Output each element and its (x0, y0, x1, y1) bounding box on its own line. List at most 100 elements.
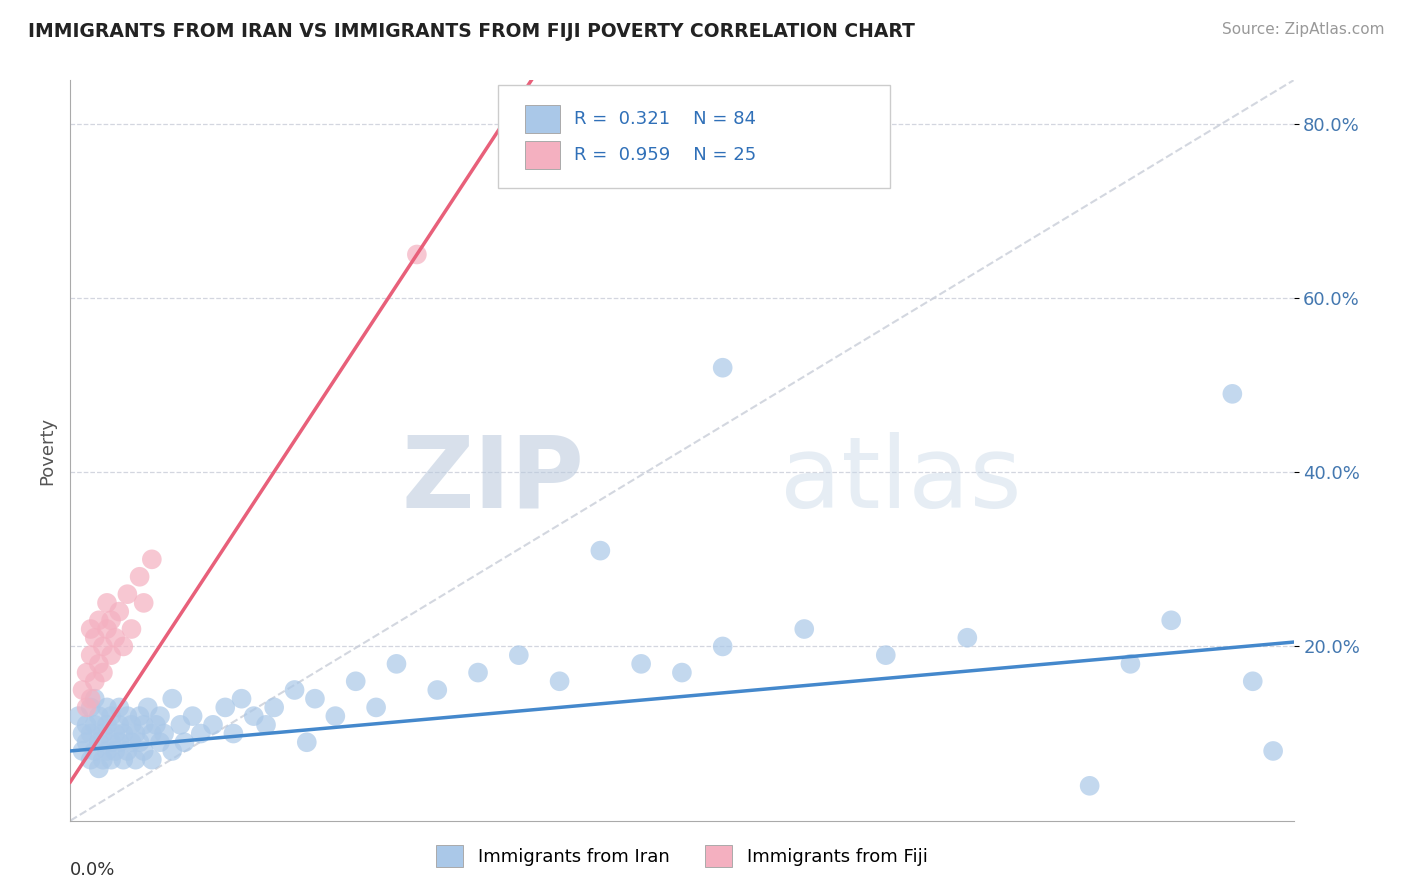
Point (76, 718, 98, 732)
Point (1119, 657, 1142, 671)
Point (243, 709, 266, 723)
Point (108, 700, 131, 714)
Point (96, 596, 118, 610)
Point (385, 657, 408, 671)
Point (169, 718, 191, 732)
Point (83, 691, 105, 706)
Point (141, 726, 163, 740)
Point (100, 613, 122, 627)
Point (100, 709, 122, 723)
Point (711, 360, 734, 375)
Point (202, 718, 225, 732)
Point (141, 753, 163, 767)
Point (108, 735, 131, 749)
Point (87, 735, 110, 749)
Point (793, 622, 815, 636)
Point (117, 744, 139, 758)
Point (222, 726, 245, 740)
Point (121, 622, 143, 636)
Point (121, 735, 143, 749)
Text: 0.0%: 0.0% (70, 862, 115, 880)
Point (100, 648, 122, 662)
Point (117, 587, 139, 601)
Point (108, 605, 131, 619)
Point (1160, 613, 1182, 627)
Point (76, 735, 98, 749)
Text: atlas: atlas (780, 432, 1021, 529)
Point (1241, 674, 1264, 689)
Point (72, 744, 94, 758)
Y-axis label: Poverty: Poverty (38, 417, 56, 484)
Point (304, 691, 326, 706)
Point (79, 648, 103, 662)
Point (112, 726, 135, 740)
Point (96, 700, 118, 714)
Point (112, 753, 135, 767)
Point (87, 761, 110, 775)
Point (141, 552, 163, 566)
Point (76, 665, 98, 680)
Point (263, 700, 285, 714)
Point (128, 570, 150, 584)
Point (79, 753, 103, 767)
Point (124, 726, 146, 740)
Point (162, 744, 183, 758)
Point (875, 648, 897, 662)
Point (91, 665, 114, 680)
Point (96, 744, 118, 758)
Text: R =  0.959    N = 25: R = 0.959 N = 25 (574, 146, 756, 164)
Point (83, 718, 105, 732)
Point (91, 753, 114, 767)
Point (132, 596, 155, 610)
Point (121, 718, 143, 732)
Point (124, 753, 146, 767)
Point (181, 709, 204, 723)
Point (79, 700, 103, 714)
Point (344, 674, 367, 689)
Point (190, 726, 212, 740)
Text: Source: ZipAtlas.com: Source: ZipAtlas.com (1222, 22, 1385, 37)
Point (100, 753, 122, 767)
Point (630, 657, 652, 671)
Point (323, 709, 347, 723)
Point (467, 665, 489, 680)
Point (117, 709, 139, 723)
Point (83, 744, 105, 758)
Point (87, 613, 110, 627)
Point (87, 709, 110, 723)
Point (79, 622, 103, 636)
Point (173, 735, 195, 749)
Point (104, 726, 127, 740)
Point (104, 744, 127, 758)
Point (284, 683, 307, 698)
Point (671, 665, 693, 680)
Point (79, 691, 103, 706)
Point (231, 691, 253, 706)
Point (128, 709, 150, 723)
Point (214, 700, 236, 714)
Point (366, 700, 388, 714)
Point (1220, 387, 1243, 401)
Point (548, 674, 571, 689)
Point (254, 718, 277, 732)
Point (132, 718, 155, 732)
Text: IMMIGRANTS FROM IRAN VS IMMIGRANTS FROM FIJI POVERTY CORRELATION CHART: IMMIGRANTS FROM IRAN VS IMMIGRANTS FROM … (28, 22, 915, 41)
Point (956, 631, 979, 645)
FancyBboxPatch shape (499, 86, 890, 187)
Point (91, 726, 114, 740)
Point (96, 718, 118, 732)
Point (96, 622, 118, 636)
Point (108, 718, 131, 732)
Legend: Immigrants from Iran, Immigrants from Fiji: Immigrants from Iran, Immigrants from Fi… (429, 838, 935, 874)
Point (91, 640, 114, 654)
Point (426, 683, 449, 698)
Point (589, 543, 612, 558)
Point (136, 700, 159, 714)
FancyBboxPatch shape (526, 104, 560, 133)
Point (145, 718, 167, 732)
Point (1078, 779, 1101, 793)
Point (508, 648, 530, 662)
Text: ZIP: ZIP (401, 432, 583, 529)
Point (76, 700, 98, 714)
Text: R =  0.321    N = 84: R = 0.321 N = 84 (574, 110, 756, 128)
